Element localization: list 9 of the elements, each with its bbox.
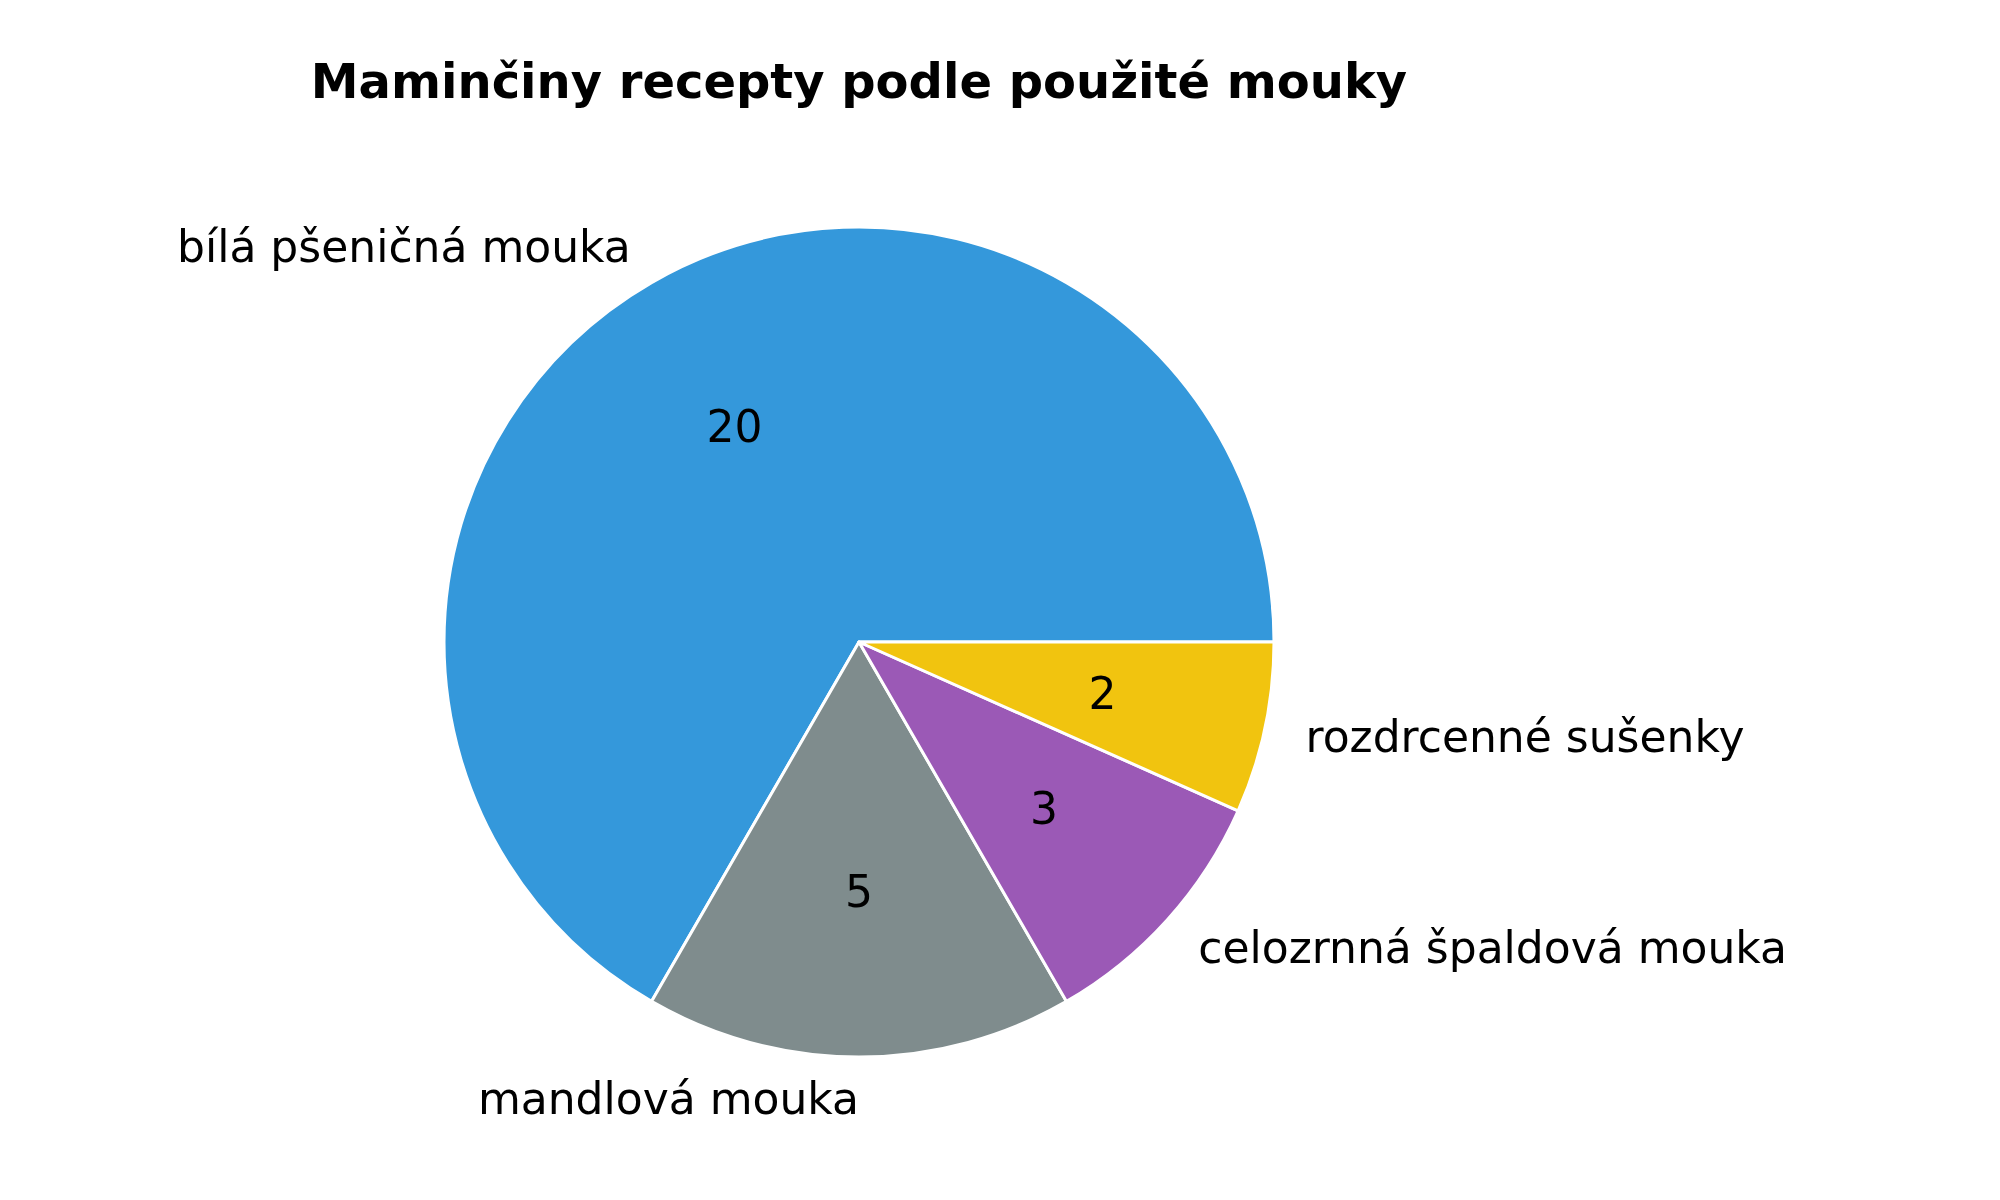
data-label: 3 xyxy=(1030,783,1059,835)
data-label: 5 xyxy=(845,865,873,917)
slice-label: mandlová mouka xyxy=(477,1073,859,1124)
slice-label: rozdrcenné sušenky xyxy=(1305,711,1745,763)
slice-label: celozrnná špaldová mouka xyxy=(1198,921,1788,973)
chart-title: Maminčiny recepty podle použité mouky xyxy=(310,53,1408,109)
data-label: 2 xyxy=(1088,668,1117,720)
slice-label: bílá pšeničná mouka xyxy=(177,221,631,273)
data-label: 20 xyxy=(706,400,763,452)
